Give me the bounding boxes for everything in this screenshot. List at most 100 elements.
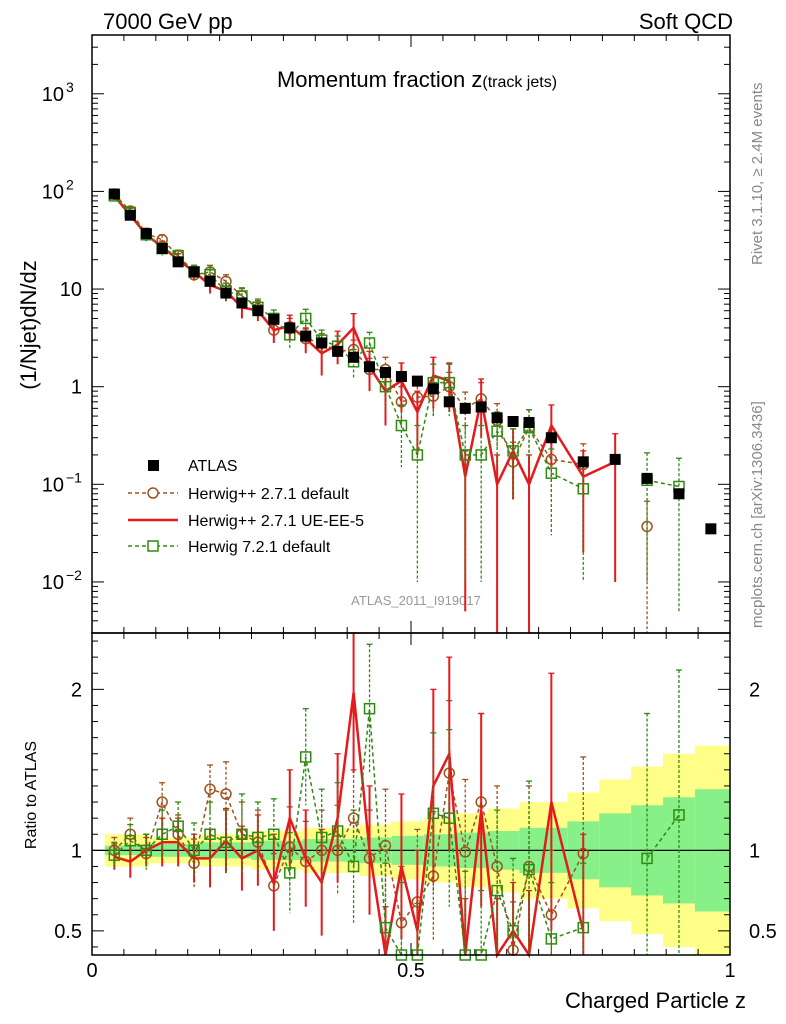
y-tick-label-exponent: 2 xyxy=(66,176,74,192)
ratio-herwig-default-point xyxy=(459,846,471,858)
atlas-data-point xyxy=(475,401,487,413)
atlas-data-point xyxy=(379,366,391,378)
ratio-herwig7-point xyxy=(284,867,296,879)
atlas-data-point xyxy=(641,472,653,484)
ratio-herwig7-point xyxy=(204,828,216,840)
atlas-data-point xyxy=(220,287,232,299)
atlas-data-point xyxy=(156,243,168,255)
chart-title-main: Momentum fraction xyxy=(277,67,471,92)
atlas-data-point xyxy=(268,313,280,325)
x-tick-label: 0 xyxy=(86,960,97,982)
ratio-herwig7-point xyxy=(347,860,360,873)
y-tick-label: 10 xyxy=(42,572,64,594)
rivet-label: Rivet 3.1.10, ≥ 2.4M events xyxy=(749,83,766,266)
main-herwig7-point xyxy=(443,376,456,389)
y-tick-label: 1 xyxy=(71,377,82,399)
ratio-y-tick-label: 0.5 xyxy=(54,921,82,943)
atlas-data-point xyxy=(443,396,455,408)
y-tick-label: 10 xyxy=(42,181,64,203)
ratio-herwig7-point xyxy=(124,834,137,847)
main-plot-marks xyxy=(108,188,717,633)
main-herwig7-point xyxy=(299,312,312,325)
ratio-herwig-default-point xyxy=(124,828,137,840)
legend-herwig-ueee5-label: Herwig++ 2.7.1 UE-EE-5 xyxy=(188,513,364,530)
x-tick-label: 1 xyxy=(724,960,735,982)
y-tick-label-base: 10 xyxy=(42,572,64,594)
y-tick-label: 10 xyxy=(42,84,64,106)
y-tick-label-exponent: −1 xyxy=(66,469,82,485)
atlas-data-point xyxy=(673,488,685,500)
y-tick-label-base: 10 xyxy=(42,474,64,496)
atlas-data-point xyxy=(459,402,471,414)
main-herwig7-point xyxy=(507,445,519,457)
atlas-data-point xyxy=(300,330,312,342)
main-herwig7-point xyxy=(459,449,471,461)
ratio-herwig7-point xyxy=(108,849,121,861)
atlas-data-point xyxy=(284,322,296,334)
ratio-herwig7-point xyxy=(156,828,168,840)
ratio-herwig7-point xyxy=(577,921,590,934)
atlas-data-point xyxy=(316,337,328,349)
ratio-herwig7-point xyxy=(252,831,264,844)
process-label: Soft QCD xyxy=(639,9,733,34)
atlas-data-point xyxy=(427,383,439,395)
atlas-data-point xyxy=(348,351,360,363)
ratio-y-tick-label-right: 0.5 xyxy=(749,921,777,943)
atlas-data-point xyxy=(609,453,621,465)
y-axis-label: (1/Njet)dN/dz xyxy=(16,260,41,390)
ratio-herwig-default-point xyxy=(220,788,232,800)
atlas-data-point xyxy=(411,375,423,387)
atlas-data-point xyxy=(491,412,503,424)
legend-atlas-label: ATLAS xyxy=(188,458,238,475)
ratio-y-tick-label-right: 2 xyxy=(749,679,760,701)
legend: ATLAS Herwig++ 2.7.1 default Herwig++ 2.… xyxy=(128,458,364,556)
ratio-y-tick-label: 1 xyxy=(71,840,82,862)
mcplots-label: mcplots.cern.ch [arXiv:1306.3436] xyxy=(749,401,766,628)
chart-title-var: z xyxy=(471,67,482,92)
main-herwig-default-line xyxy=(114,194,647,527)
atlas-data-point xyxy=(204,275,216,287)
legend-herwig-default-marker xyxy=(147,487,159,499)
chart-title-sub: (track jets) xyxy=(482,74,557,91)
ratio-herwig7-point xyxy=(172,820,184,832)
ratio-herwig7-point xyxy=(641,852,653,865)
y-tick-label-base: 10 xyxy=(42,84,64,106)
legend-herwig7-marker xyxy=(147,540,159,552)
y-tick-label-base: 10 xyxy=(42,181,64,203)
ratio-herwig7-point xyxy=(268,828,280,840)
main-herwig7-point xyxy=(475,449,487,461)
ratio-herwig7-point xyxy=(491,884,503,897)
ratio-herwig7-point xyxy=(140,844,152,857)
ratio-herwig7-point xyxy=(188,844,200,857)
y-tick-label-exponent: 3 xyxy=(66,79,74,95)
ratio-herwig7-point xyxy=(299,751,312,763)
ratio-herwig7-point xyxy=(379,921,392,934)
atlas-data-point xyxy=(140,228,152,240)
atlas-data-point xyxy=(395,371,407,383)
ratio-herwig7-point xyxy=(236,828,248,840)
atlas-data-point xyxy=(523,416,535,428)
ratio-herwig7-point xyxy=(507,925,519,937)
ratio-y-axis-label: Ratio to ATLAS xyxy=(23,741,40,849)
atlas-data-point xyxy=(236,297,248,309)
ratio-y-tick-label: 2 xyxy=(71,679,82,701)
legend-herwig7-label: Herwig 7.2.1 default xyxy=(188,539,331,556)
ratio-herwig7-line xyxy=(113,708,680,956)
atlas-data-point xyxy=(507,415,519,427)
atlas-data-point xyxy=(364,361,376,373)
ratio-herwig7-point xyxy=(331,825,344,837)
ratio-herwig7-point xyxy=(523,863,535,876)
y-tick-label: 10 xyxy=(60,279,82,301)
atlas-data-point xyxy=(577,456,589,468)
ratio-herwig-default-point xyxy=(379,839,392,852)
atlas-data-point xyxy=(252,305,264,317)
ratio-herwig7-point xyxy=(220,836,232,849)
atlas-data-point xyxy=(705,523,717,535)
ratio-herwig7-point xyxy=(443,812,456,824)
ratio-herwig7-point xyxy=(363,702,376,715)
x-axis-label: Charged Particle z xyxy=(565,988,746,1013)
atlas-data-point xyxy=(124,209,136,221)
atlas-data-point xyxy=(108,188,120,200)
atlas-data-point xyxy=(172,256,184,268)
